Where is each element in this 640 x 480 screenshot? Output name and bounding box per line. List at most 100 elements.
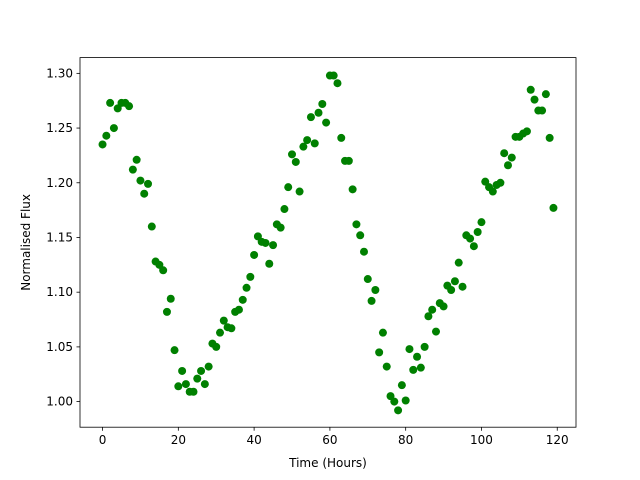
- point: [159, 266, 168, 275]
- point: [238, 295, 247, 304]
- x-tick-label: 0: [99, 433, 107, 447]
- x-tick-label: 40: [246, 433, 261, 447]
- point: [439, 302, 448, 311]
- point: [530, 95, 539, 104]
- point: [189, 387, 198, 396]
- x-tick-label: 100: [470, 433, 493, 447]
- point: [375, 348, 384, 357]
- point: [409, 365, 418, 374]
- axes-frame: [79, 57, 577, 428]
- point: [431, 327, 440, 336]
- point: [234, 305, 243, 314]
- point: [390, 397, 399, 406]
- point: [329, 71, 338, 80]
- point: [128, 165, 137, 174]
- point: [416, 363, 425, 372]
- point: [359, 247, 368, 256]
- point: [310, 139, 319, 148]
- x-tick-label: 20: [171, 433, 186, 447]
- point: [413, 352, 422, 361]
- point: [367, 296, 376, 305]
- point: [162, 307, 171, 316]
- y-tick-label: 1.00: [46, 395, 73, 409]
- y-axis-label: Normalised Flux: [19, 194, 33, 291]
- point: [549, 203, 558, 212]
- point: [193, 374, 202, 383]
- x-tick-label: 60: [322, 433, 337, 447]
- y-tick-label: 1.25: [46, 121, 73, 135]
- y-tick-label: 1.10: [46, 285, 73, 299]
- x-tick-label: 80: [398, 433, 413, 447]
- point: [352, 220, 361, 229]
- point: [450, 277, 459, 286]
- point: [500, 149, 509, 158]
- point: [212, 342, 221, 351]
- point: [181, 380, 190, 389]
- point: [242, 283, 251, 292]
- point: [469, 242, 478, 251]
- point: [140, 189, 149, 198]
- point: [363, 275, 372, 284]
- point: [204, 362, 213, 371]
- point: [477, 218, 486, 227]
- point: [227, 324, 236, 333]
- y-tick-label: 1.15: [46, 230, 73, 244]
- point: [371, 285, 380, 294]
- point: [102, 131, 111, 140]
- point: [306, 113, 315, 122]
- point: [299, 142, 308, 151]
- point: [197, 366, 206, 375]
- y-tick-label: 1.05: [46, 340, 73, 354]
- point: [337, 133, 346, 142]
- point: [356, 231, 365, 240]
- point: [424, 312, 433, 321]
- point: [174, 382, 183, 391]
- point: [488, 187, 497, 196]
- point: [405, 345, 414, 354]
- point: [284, 183, 293, 192]
- point: [503, 161, 512, 170]
- point: [136, 176, 145, 185]
- point: [473, 228, 482, 237]
- point: [507, 153, 516, 162]
- point: [125, 102, 134, 111]
- point: [288, 150, 297, 159]
- point: [447, 285, 456, 294]
- point: [106, 98, 115, 107]
- point: [466, 234, 475, 243]
- point: [219, 316, 228, 325]
- x-axis-label: Time (Hours): [288, 456, 367, 470]
- point: [541, 90, 550, 99]
- x-tick-label: 120: [546, 433, 569, 447]
- point: [303, 136, 312, 145]
- point: [322, 118, 331, 127]
- point: [458, 282, 467, 291]
- point: [382, 362, 391, 371]
- point: [318, 99, 327, 108]
- point: [314, 108, 323, 117]
- point: [538, 106, 547, 115]
- point: [344, 156, 353, 165]
- point: [246, 272, 255, 281]
- point: [269, 241, 278, 250]
- point: [378, 328, 387, 337]
- point: [401, 396, 410, 405]
- point: [276, 223, 285, 232]
- point: [291, 157, 300, 166]
- point: [333, 79, 342, 88]
- point: [454, 258, 463, 267]
- y-tick-label: 1.20: [46, 176, 73, 190]
- point: [295, 187, 304, 196]
- point: [132, 155, 141, 164]
- point: [280, 205, 289, 214]
- point: [420, 342, 429, 351]
- point: [98, 140, 107, 149]
- point: [545, 133, 554, 142]
- point: [261, 238, 270, 247]
- point: [522, 127, 531, 136]
- point: [147, 222, 156, 231]
- point: [109, 124, 118, 133]
- point: [394, 406, 403, 415]
- y-tick-label: 1.30: [46, 66, 73, 80]
